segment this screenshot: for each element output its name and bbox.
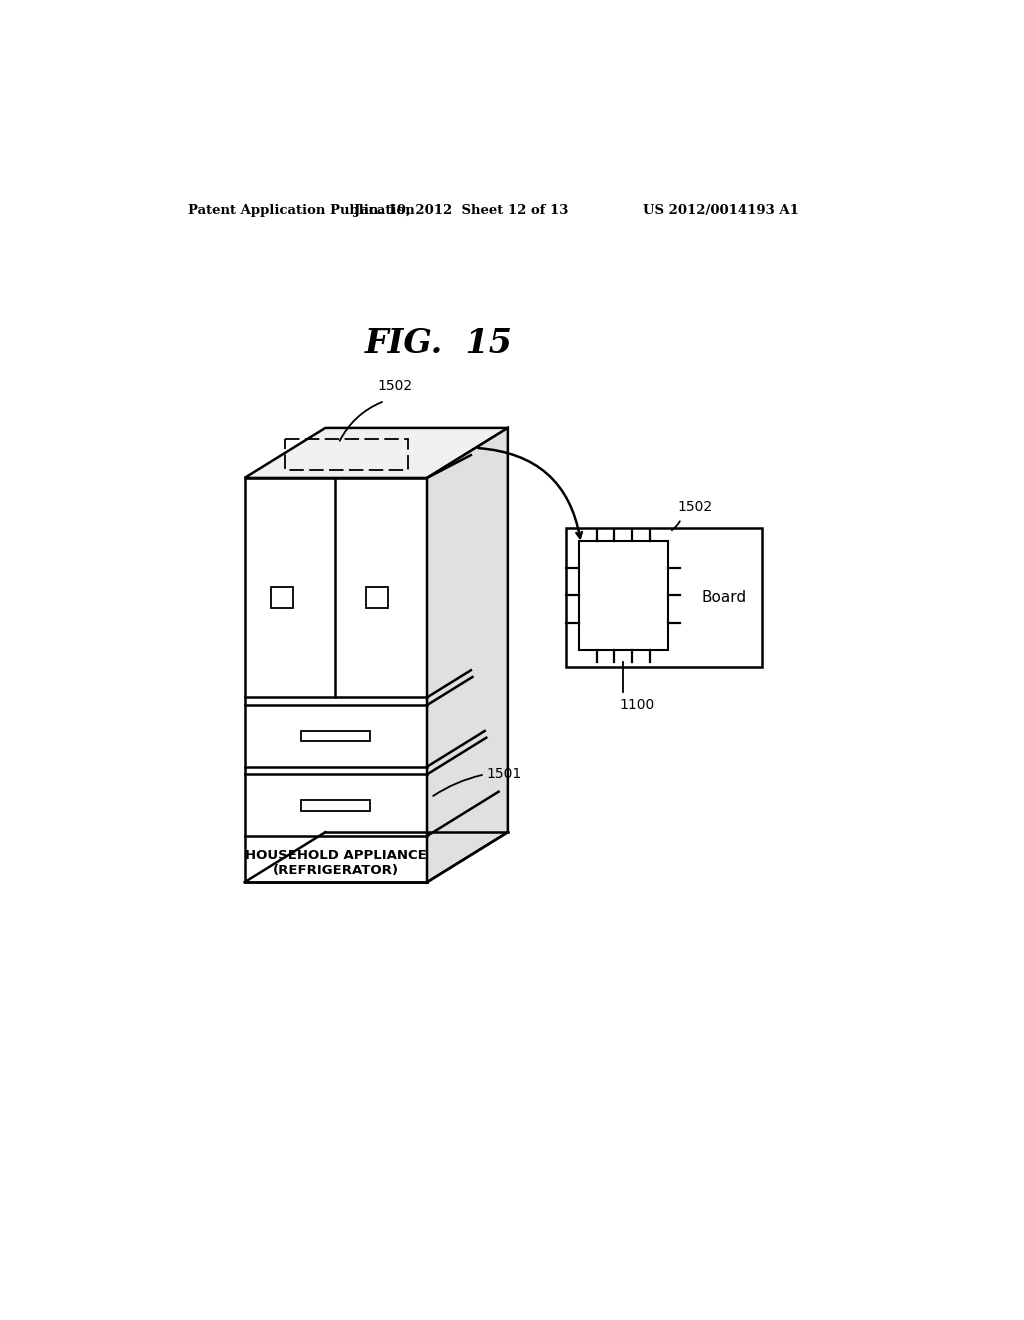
Text: HOUSEHOLD APPLIANCE: HOUSEHOLD APPLIANCE <box>245 849 426 862</box>
Bar <box>301 730 370 742</box>
Text: 1100: 1100 <box>620 698 654 711</box>
Text: US 2012/0014193 A1: US 2012/0014193 A1 <box>643 205 799 218</box>
Text: Board: Board <box>701 590 746 605</box>
Text: Patent Application Publication: Patent Application Publication <box>188 205 415 218</box>
Bar <box>565 528 762 667</box>
Bar <box>579 541 668 649</box>
Text: 1502: 1502 <box>677 500 713 515</box>
Polygon shape <box>245 428 508 478</box>
Text: 1502: 1502 <box>377 379 412 392</box>
Text: Jan. 19, 2012  Sheet 12 of 13: Jan. 19, 2012 Sheet 12 of 13 <box>354 205 569 218</box>
Bar <box>271 586 293 609</box>
Text: 1501: 1501 <box>486 767 521 781</box>
Text: (REFRIGERATOR): (REFRIGERATOR) <box>272 865 398 878</box>
Bar <box>367 586 388 609</box>
Polygon shape <box>427 428 508 882</box>
Text: FIG.  15: FIG. 15 <box>365 327 513 360</box>
Bar <box>301 800 370 810</box>
